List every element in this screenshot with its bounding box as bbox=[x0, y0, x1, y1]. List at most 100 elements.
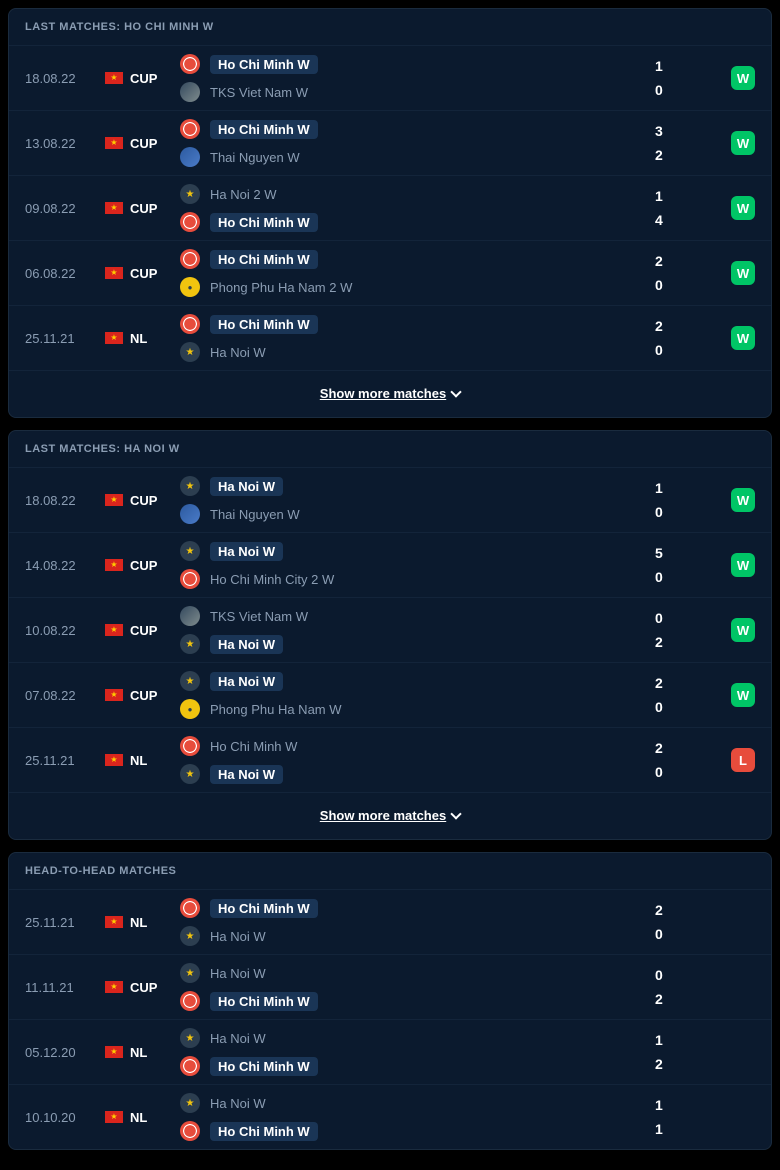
match-row[interactable]: 10.10.20NLHa Noi WHo Chi Minh W11 bbox=[9, 1084, 771, 1149]
team-name: Ho Chi Minh W bbox=[210, 739, 297, 754]
match-row[interactable]: 10.08.22CUPTKS Viet Nam WHa Noi W02W bbox=[9, 597, 771, 662]
competition-label: NL bbox=[130, 915, 180, 930]
team: Ho Chi Minh City 2 W bbox=[180, 569, 655, 589]
result-badge: W bbox=[731, 326, 755, 350]
match-date: 06.08.22 bbox=[25, 266, 105, 281]
team: TKS Viet Nam W bbox=[180, 606, 655, 626]
score-home: 1 bbox=[655, 58, 715, 74]
team-name: Ho Chi Minh W bbox=[210, 899, 318, 918]
competition-label: NL bbox=[130, 1110, 180, 1125]
score-home: 0 bbox=[655, 967, 715, 983]
result-badge: L bbox=[731, 748, 755, 772]
teams-column: Ho Chi Minh W Ha Noi W bbox=[180, 314, 655, 362]
score-home: 2 bbox=[655, 675, 715, 691]
show-more-button[interactable]: Show more matches bbox=[9, 792, 771, 839]
team-name: Thai Nguyen W bbox=[210, 150, 300, 165]
team-name: Ha Noi W bbox=[210, 966, 266, 981]
team-name: Ha Noi W bbox=[210, 345, 266, 360]
score-home: 3 bbox=[655, 123, 715, 139]
chevron-down-icon bbox=[451, 808, 462, 819]
match-date: 07.08.22 bbox=[25, 688, 105, 703]
match-row[interactable]: 13.08.22CUPHo Chi Minh WThai Nguyen W32W bbox=[9, 110, 771, 175]
match-date: 18.08.22 bbox=[25, 493, 105, 508]
match-row[interactable]: 14.08.22CUPHa Noi WHo Chi Minh City 2 W5… bbox=[9, 532, 771, 597]
team-name: Ho Chi Minh W bbox=[210, 992, 318, 1011]
team: Ho Chi Minh W bbox=[180, 1121, 655, 1141]
match-row[interactable]: 07.08.22CUPHa Noi WPhong Phu Ha Nam W20W bbox=[9, 662, 771, 727]
team: Ho Chi Minh W bbox=[180, 898, 655, 918]
match-date: 10.10.20 bbox=[25, 1110, 105, 1125]
section-title: HEAD-TO-HEAD MATCHES bbox=[9, 853, 771, 889]
team-name: Ho Chi Minh W bbox=[210, 120, 318, 139]
team-name: Ho Chi Minh W bbox=[210, 250, 318, 269]
scores-column: 20 bbox=[655, 318, 715, 358]
team-name: Ha Noi W bbox=[210, 635, 283, 654]
match-date: 11.11.21 bbox=[25, 980, 105, 995]
score-home: 2 bbox=[655, 253, 715, 269]
team: TKS Viet Nam W bbox=[180, 82, 655, 102]
team-badge-icon bbox=[180, 314, 200, 334]
score-away: 2 bbox=[655, 147, 715, 163]
match-row[interactable]: 18.08.22 CUPHa Noi WThai Nguyen W10 W bbox=[9, 467, 771, 532]
competition-label: CUP bbox=[130, 136, 180, 151]
team-badge-icon bbox=[180, 1056, 200, 1076]
teams-column: Ha Noi 2 WHo Chi Minh W bbox=[180, 184, 655, 232]
competition-label: CUP bbox=[130, 493, 180, 508]
team-badge-icon bbox=[180, 82, 200, 102]
result-badge: W bbox=[731, 488, 755, 512]
team-badge-icon bbox=[180, 342, 200, 362]
match-date: 14.08.22 bbox=[25, 558, 105, 573]
section-title: LAST MATCHES: HO CHI MINH W bbox=[9, 9, 771, 45]
competition-label: CUP bbox=[130, 688, 180, 703]
vietnam-flag-icon bbox=[105, 754, 123, 766]
team-badge-icon bbox=[180, 277, 200, 297]
result-badge: W bbox=[731, 66, 755, 90]
scores-column: 10 bbox=[655, 480, 715, 520]
score-home: 1 bbox=[655, 1097, 715, 1113]
vietnam-flag-icon bbox=[105, 332, 123, 344]
score-home: 5 bbox=[655, 545, 715, 561]
show-more-button[interactable]: Show more matches bbox=[9, 370, 771, 417]
team: Ha Noi W bbox=[180, 926, 655, 946]
score-away: 4 bbox=[655, 212, 715, 228]
teams-column: Ha Noi W Ho Chi Minh W bbox=[180, 1093, 655, 1141]
competition-label: CUP bbox=[130, 201, 180, 216]
show-more-label: Show more matches bbox=[320, 386, 460, 401]
score-home: 2 bbox=[655, 740, 715, 756]
match-row[interactable]: 11.11.21CUPHa Noi WHo Chi Minh W02 bbox=[9, 954, 771, 1019]
show-more-label: Show more matches bbox=[320, 808, 460, 823]
match-row[interactable]: 05.12.20NLHa Noi WHo Chi Minh W12 bbox=[9, 1019, 771, 1084]
team-badge-icon bbox=[180, 963, 200, 983]
team-name: Phong Phu Ha Nam 2 W bbox=[210, 280, 352, 295]
team-badge-icon bbox=[180, 764, 200, 784]
country-flag bbox=[105, 332, 130, 344]
team-name: TKS Viet Nam W bbox=[210, 609, 308, 624]
team-name: Ha Noi W bbox=[210, 672, 283, 691]
team-badge-icon bbox=[180, 54, 200, 74]
team-badge-icon bbox=[180, 991, 200, 1011]
team: Ho Chi Minh W bbox=[180, 314, 655, 334]
teams-column: Ho Chi Minh WHa Noi W bbox=[180, 736, 655, 784]
team-name: Ho Chi Minh W bbox=[210, 55, 318, 74]
team-name: Ha Noi W bbox=[210, 1096, 266, 1111]
result-badge: W bbox=[731, 196, 755, 220]
match-row[interactable]: 06.08.22CUPHo Chi Minh WPhong Phu Ha Nam… bbox=[9, 240, 771, 305]
match-row[interactable]: 25.11.21NLHo Chi Minh WHa Noi W20L bbox=[9, 727, 771, 792]
team-name: Ho Chi Minh W bbox=[210, 213, 318, 232]
team-badge-icon bbox=[180, 898, 200, 918]
match-row[interactable]: 25.11.21NLHo Chi Minh WHa Noi W20 bbox=[9, 889, 771, 954]
team-badge-icon bbox=[180, 1093, 200, 1113]
country-flag bbox=[105, 689, 130, 701]
score-away: 0 bbox=[655, 342, 715, 358]
score-home: 1 bbox=[655, 480, 715, 496]
result-badge: W bbox=[731, 131, 755, 155]
teams-column: Ha Noi WThai Nguyen W bbox=[180, 476, 655, 524]
match-date: 09.08.22 bbox=[25, 201, 105, 216]
vietnam-flag-icon bbox=[105, 72, 123, 84]
match-row[interactable]: 18.08.22CUPHo Chi Minh WTKS Viet Nam W10… bbox=[9, 45, 771, 110]
match-row[interactable]: 25.11.21NLHo Chi Minh WHa Noi W20W bbox=[9, 305, 771, 370]
result-badge: W bbox=[731, 683, 755, 707]
chevron-down-icon bbox=[451, 386, 462, 397]
match-row[interactable]: 09.08.22CUPHa Noi 2 WHo Chi Minh W14W bbox=[9, 175, 771, 240]
team: Ho Chi Minh W bbox=[180, 119, 655, 139]
